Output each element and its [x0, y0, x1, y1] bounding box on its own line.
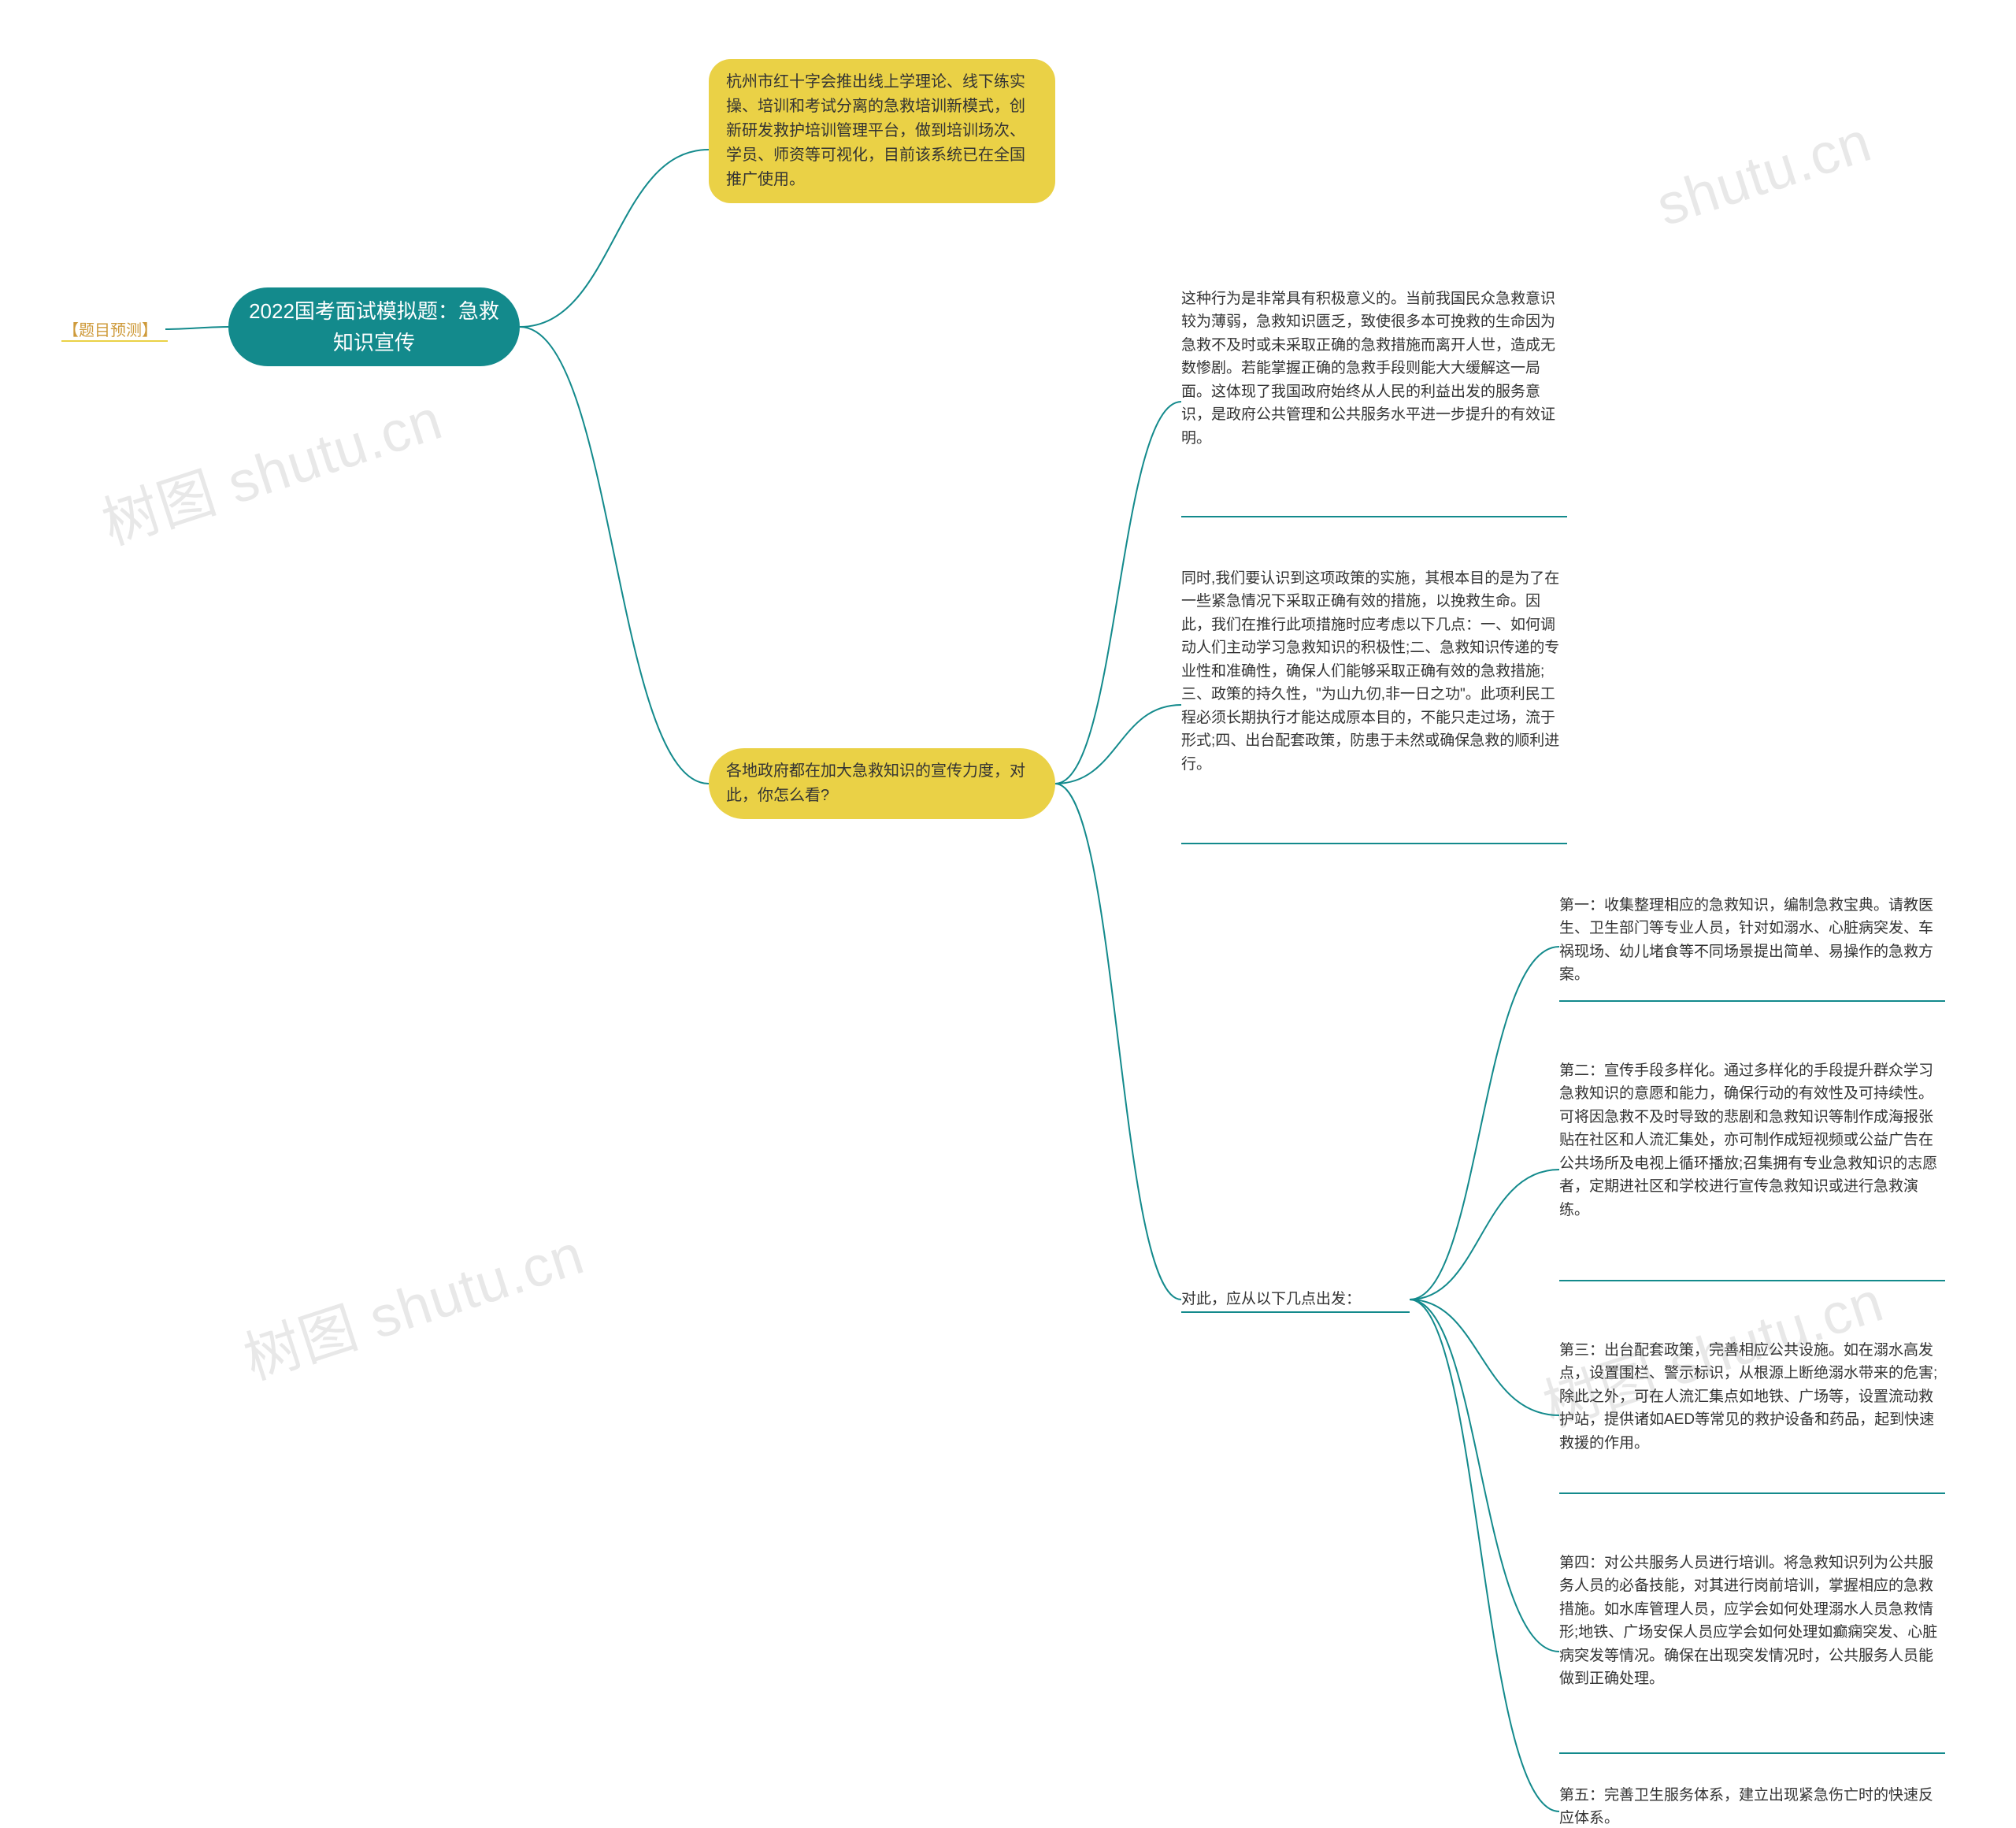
leaf-underline: [1559, 1280, 1945, 1281]
root-label-text: 【题目预测】: [63, 322, 158, 339]
question-node[interactable]: 各地政府都在加大急救知识的宣传力度，对此，你怎么看?: [709, 748, 1055, 819]
duici-leaf: 对此，应从以下几点出发：: [1181, 1288, 1410, 1311]
point-2: 第二：宣传手段多样化。通过多样化的手段提升群众学习急救知识的意愿和能力，确保行动…: [1559, 1059, 1945, 1222]
leaf-underline: [1181, 516, 1567, 517]
point-4: 第四：对公共服务人员进行培训。将急救知识列为公共服务人员的必备技能，对其进行岗前…: [1559, 1552, 1945, 1691]
edge: [1055, 705, 1181, 784]
leaf-underline: [1559, 1492, 1945, 1494]
edge: [1410, 1300, 1559, 1415]
question-node-text: 各地政府都在加大急救知识的宣传力度，对此，你怎么看?: [726, 762, 1025, 804]
point-1: 第一：收集整理相应的急救知识，编制急救宝典。请教医生、卫生部门等专业人员，针对如…: [1559, 894, 1945, 987]
edge: [520, 150, 709, 327]
center-node-text: 2022国考面试模拟题：急救知识宣传: [246, 295, 502, 359]
edge: [1410, 1300, 1559, 1811]
leaf-underline: [1181, 843, 1567, 844]
leaf-underline: [61, 340, 168, 342]
leaf-underline: [1559, 1752, 1945, 1754]
edge: [1410, 947, 1559, 1300]
answer2-leaf: 同时,我们要认识到这项政策的实施，其根本目的是为了在一些紧急情况下采取正确有效的…: [1181, 567, 1567, 776]
hangzhou-node-text: 杭州市红十字会推出线上学理论、线下练实操、培训和考试分离的急救培训新模式，创新研…: [726, 73, 1025, 188]
answer1-leaf: 这种行为是非常具有积极意义的。当前我国民众急救意识较为薄弱，急救知识匮乏，致使很…: [1181, 287, 1567, 450]
root-label: 【题目预测】: [63, 317, 158, 340]
edge: [1410, 1170, 1559, 1300]
leaf-underline: [1181, 1311, 1410, 1313]
point-5: 第五：完善卫生服务体系，建立出现紧急伤亡时的快速反应体系。: [1559, 1784, 1945, 1828]
edge: [520, 327, 709, 784]
leaf-underline: [1559, 1000, 1945, 1002]
point-3: 第三：出台配套政策，完善相应公共设施。如在溺水高发点，设置围栏、警示标识，从根源…: [1559, 1339, 1945, 1455]
hangzhou-node[interactable]: 杭州市红十字会推出线上学理论、线下练实操、培训和考试分离的急救培训新模式，创新研…: [709, 59, 1055, 203]
edge: [165, 327, 228, 329]
edge: [1055, 402, 1181, 784]
edge: [1055, 784, 1181, 1300]
edge: [1410, 1300, 1559, 1652]
watermark: shutu.cn: [1649, 109, 1879, 239]
watermark: 树图 shutu.cn: [232, 1207, 593, 1395]
watermark: 树图 shutu.cn: [91, 373, 451, 560]
center-node[interactable]: 2022国考面试模拟题：急救知识宣传: [228, 287, 520, 366]
